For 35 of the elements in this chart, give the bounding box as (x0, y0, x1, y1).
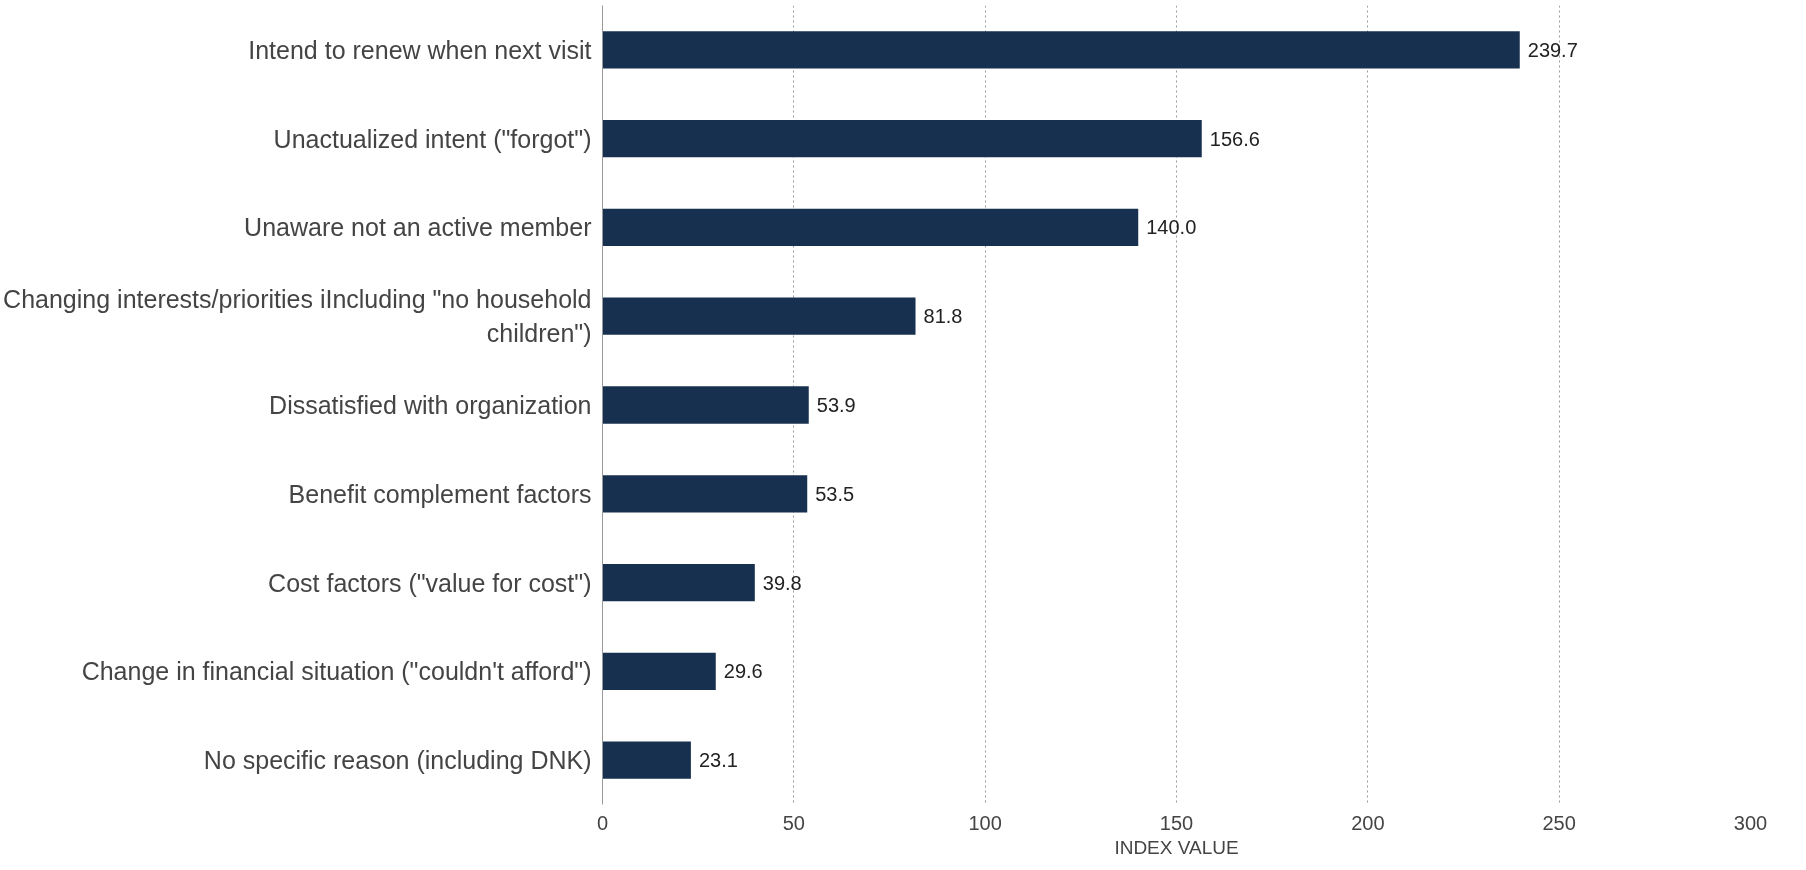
bar (602, 297, 916, 335)
y-tick-label: Benefit complement factors (288, 479, 592, 508)
y-tick-label: Unactualized intent ("forgot") (273, 124, 592, 153)
data-label: 140.0 (1146, 216, 1197, 239)
bar (602, 652, 716, 690)
bar (602, 31, 1520, 69)
x-tick-label: 250 (1542, 811, 1576, 834)
data-label: 53.5 (815, 482, 855, 505)
y-tick-label: Intend to renew when next visit (248, 35, 592, 64)
bar (602, 120, 1202, 158)
x-tick-label: 300 (1733, 811, 1768, 834)
y-tick-label: Dissatisfied with organization (269, 391, 592, 419)
data-label: 29.6 (723, 660, 763, 683)
bar (602, 208, 1139, 247)
bar (602, 475, 808, 513)
y-tick-label: Change in financial situation ("couldn't afford") (81, 657, 592, 686)
y-tick-label: Changing interests/priorities iIncluding "no household children") (3, 285, 592, 348)
y-tick-label: Unaware not an active member (244, 213, 592, 242)
data-label: 156.6 (1209, 127, 1260, 150)
x-tick-label: 0 (596, 811, 609, 834)
data-label: 39.8 (762, 571, 802, 594)
x-tick-label: 150 (1159, 811, 1194, 834)
data-label: 53.9 (816, 394, 856, 416)
y-tick-label: Cost factors ("value for cost") (268, 568, 592, 597)
y-tick-label: No specific reason (including DNK) (203, 746, 592, 775)
bar (602, 741, 691, 779)
data-label: 239.7 (1527, 38, 1578, 61)
bar (602, 563, 755, 602)
x-tick-label: 200 (1351, 811, 1385, 834)
data-label: 81.8 (923, 305, 963, 328)
bar (602, 386, 809, 424)
x-axis-title: INDEX VALUE (1114, 836, 1239, 858)
x-tick-label: 100 (968, 811, 1002, 834)
x-tick-label: 50 (782, 811, 805, 834)
data-label: 23.1 (698, 749, 738, 772)
